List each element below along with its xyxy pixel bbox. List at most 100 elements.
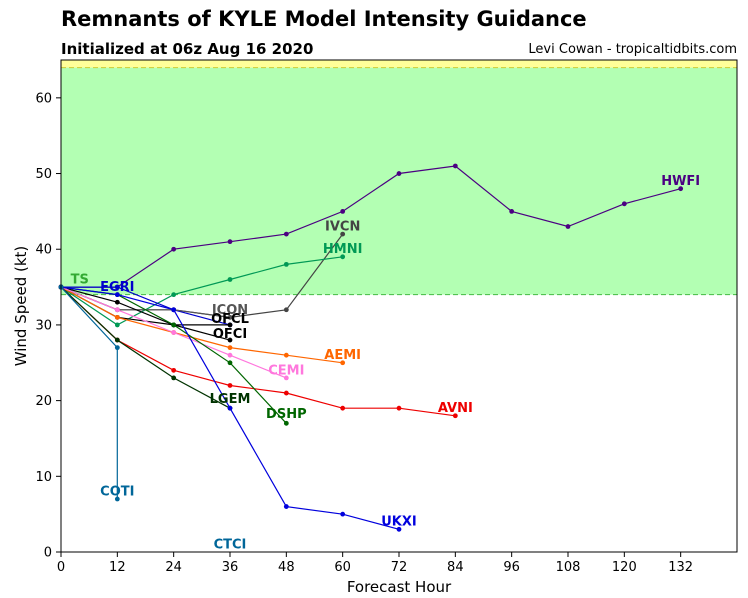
series-label-ivcn: IVCN: [325, 220, 360, 235]
y-tick-label: 0: [44, 546, 52, 561]
data-point-ukxi: [114, 292, 120, 298]
data-point-cemi: [114, 307, 120, 313]
y-tick-label: 60: [35, 91, 52, 106]
x-tick-label: 60: [334, 560, 351, 575]
series-label-hmni: HMNI: [323, 242, 363, 257]
series-label-lgem: LGEM: [210, 392, 251, 407]
data-point-ofcl: [114, 299, 120, 305]
data-point-hwfi: [396, 171, 402, 176]
y-tick-label: 40: [35, 243, 52, 258]
x-tick-label: 12: [109, 560, 126, 575]
y-tick-label: 50: [35, 167, 52, 182]
y-axis-title: Wind Speed (kt): [12, 246, 30, 367]
data-point-hmni: [283, 261, 289, 267]
data-point-hmni: [340, 254, 346, 260]
x-tick-label: 84: [447, 560, 464, 575]
data-point-avni: [396, 405, 402, 411]
series-label-egri: EGRI: [100, 280, 134, 295]
data-point-hmni: [114, 322, 120, 328]
data-point-ivcn: [283, 307, 289, 313]
data-point-aemi: [283, 352, 289, 358]
data-point-hwfi: [227, 239, 233, 245]
x-tick-label: 36: [222, 560, 239, 575]
x-tick-label: 108: [556, 560, 581, 575]
data-point-aemi: [340, 360, 346, 366]
data-point-ukxi: [340, 511, 346, 517]
x-tick-label: 96: [503, 560, 520, 575]
series-line-hwfi: [61, 165, 681, 288]
data-point-hwfi: [171, 246, 177, 252]
series-coti: [58, 284, 120, 502]
series-line-egri: [61, 286, 231, 326]
series-cemi: [58, 284, 289, 381]
data-point-hmni: [171, 292, 177, 298]
series-label-ctci: CTCI: [214, 537, 247, 552]
data-point-dshp: [283, 420, 289, 426]
chart-title: Remnants of KYLE Model Intensity Guidanc…: [61, 7, 587, 31]
data-point-lgem: [114, 337, 120, 343]
y-axis-ticks: 0 10 20 30 40 50 60: [35, 91, 61, 561]
data-point-aemi: [227, 345, 233, 351]
y-tick-label: 10: [35, 470, 52, 485]
series-line-aemi: [60, 286, 343, 364]
series-line-lgem: [60, 286, 231, 409]
data-point-hwfi: [678, 186, 684, 192]
data-point-avni: [452, 413, 458, 419]
x-tick-label: 48: [278, 560, 295, 575]
data-point-cemi: [171, 330, 177, 335]
series-label-ofci: OFCI: [213, 327, 247, 342]
data-point-coti: [114, 496, 120, 502]
band-0: [61, 67, 737, 295]
data-point-cemi: [227, 352, 233, 358]
data-point-ukxi: [171, 307, 177, 313]
data-point-lgem: [171, 375, 177, 381]
data-point-coti: [114, 345, 120, 351]
series-label-coti: COTI: [100, 484, 134, 499]
data-point-ofcl: [227, 322, 233, 328]
y-tick-label: 30: [35, 318, 52, 333]
data-point-dshp: [171, 322, 177, 328]
data-point-hwfi: [340, 208, 346, 214]
series-layer: [58, 163, 684, 532]
data-point-hwfi: [283, 231, 289, 237]
data-point-dshp: [227, 360, 233, 366]
x-tick-label: 0: [57, 560, 65, 575]
data-point-aemi: [114, 314, 120, 320]
data-point-avni: [283, 390, 289, 396]
data-point-ukxi: [396, 526, 402, 532]
series-line-ofcl: [60, 286, 230, 326]
x-axis-title: Forecast Hour: [347, 578, 452, 596]
data-point-hmni: [227, 277, 233, 282]
series-line-hmni: [60, 256, 343, 326]
data-point-hwfi: [509, 208, 515, 214]
intensity-bands: [61, 60, 737, 296]
series-label-ofcl: OFCL: [211, 312, 249, 327]
series-label-avni: AVNI: [438, 401, 473, 416]
data-point-avni: [340, 405, 346, 411]
series-label-icon: ICON: [212, 303, 248, 318]
data-point-hwfi: [565, 224, 571, 229]
data-point-icon: [227, 314, 233, 320]
data-point-ivcn: [340, 231, 346, 237]
data-point-ukxi: [283, 504, 289, 509]
data-point-avni: [171, 367, 177, 373]
series-label-hwfi: HWFI: [661, 174, 700, 189]
data-point-ofci: [227, 337, 233, 343]
series-label-dshp: DSHP: [266, 407, 307, 422]
series-dshp: [58, 284, 289, 426]
x-tick-label: 132: [668, 560, 693, 575]
series-label-cemi: CEMI: [268, 363, 304, 378]
series-label-ts: TS: [71, 273, 89, 288]
x-tick-label: 24: [165, 560, 182, 575]
band-1: [61, 60, 737, 68]
series-label-aemi: AEMI: [324, 348, 361, 363]
chart-credit: Levi Cowan - tropicaltidbits.com: [528, 42, 737, 57]
y-tick-label: 20: [35, 394, 52, 409]
data-point-ukxi: [227, 405, 233, 411]
series-hmni: [58, 254, 346, 328]
series-label-ukxi: UKXI: [381, 515, 417, 530]
x-tick-label: 72: [391, 560, 408, 575]
data-point-cemi: [283, 375, 289, 381]
